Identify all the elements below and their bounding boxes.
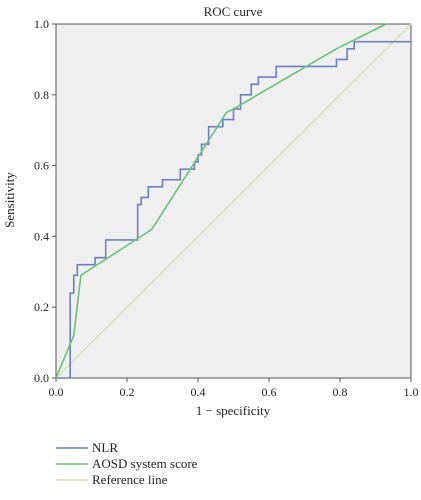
y-tick-label: 0.0 bbox=[34, 371, 49, 385]
x-axis-title: 1 − specificity bbox=[196, 403, 271, 418]
y-tick-label: 0.4 bbox=[34, 229, 49, 243]
legend-label-reference-line: Reference line bbox=[92, 472, 168, 487]
y-tick-label: 1.0 bbox=[34, 17, 49, 31]
y-tick-label: 0.8 bbox=[34, 88, 49, 102]
y-tick-label: 0.2 bbox=[34, 300, 49, 314]
y-axis-title: Sensitivity bbox=[2, 172, 17, 228]
series-line-aosd-system-score bbox=[55, 23, 387, 379]
x-tick-label: 0.6 bbox=[262, 385, 277, 399]
legend-label-nlr: NLR bbox=[92, 440, 118, 455]
x-tick-label: 0.2 bbox=[120, 385, 135, 399]
y-tick-label: 0.6 bbox=[34, 159, 49, 173]
x-tick-label: 0.0 bbox=[49, 385, 64, 399]
chart-title: ROC curve bbox=[204, 4, 263, 19]
x-tick-label: 0.8 bbox=[333, 385, 348, 399]
x-tick-label: 1.0 bbox=[404, 385, 419, 399]
x-tick-label: 0.4 bbox=[191, 385, 206, 399]
series-line-reference-line bbox=[55, 23, 412, 379]
series-line-nlr bbox=[56, 40, 411, 379]
legend-label-aosd-system-score: AOSD system score bbox=[92, 456, 198, 471]
